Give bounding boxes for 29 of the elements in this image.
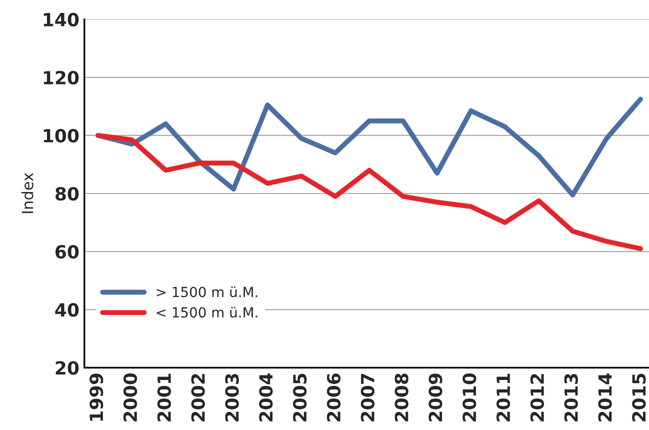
y-tick-label: 120 [44,70,79,85]
x-tick-label: 2007 [360,374,374,422]
x-tick-label: 2004 [259,373,273,422]
x-tick-label: 2002 [191,374,205,422]
y-tick-label: 100 [44,128,79,143]
y-tick-label: 40 [55,303,79,317]
x-tick-label: 2006 [326,373,341,422]
x-tick-label: 2010 [462,373,476,422]
x-tick-label: 2003 [225,374,239,422]
y-tick-label: 20 [56,361,79,375]
x-tick-label: 2005 [292,374,307,422]
y-tick-label: 80 [55,186,79,201]
x-tick-label: 2015 [632,374,646,422]
x-tick-label: 2011 [496,374,510,422]
legend-label: < 1500 m ü.M. [156,306,258,318]
legend-label: > 1500 m ü.M. [156,286,258,298]
x-tick-label: 2012 [530,374,544,422]
x-tick-label: 2008 [394,374,408,422]
line-series [96,133,643,252]
x-tick-label: 2001 [157,374,171,422]
x-tick-label: 2009 [428,374,442,422]
y-tick-label: 60 [56,245,79,259]
line-series [96,96,643,198]
x-tick-label: 2014 [598,373,612,422]
y-axis-title: Index [21,172,34,214]
x-tick-label: 1999 [90,374,104,421]
x-tick-label: 2013 [564,374,578,422]
y-tick-label: 140 [44,12,79,26]
x-tick-label: 2000 [123,373,138,422]
